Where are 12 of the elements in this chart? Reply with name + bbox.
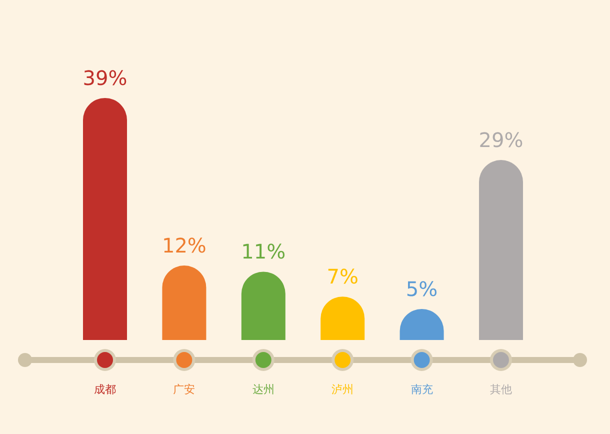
x-tick-label: 广安 xyxy=(173,383,196,396)
data-label: 39% xyxy=(82,66,128,90)
x-tick-label: 南充 xyxy=(410,383,433,396)
data-label: 5% xyxy=(406,276,438,301)
data-label: 29% xyxy=(478,128,524,152)
data-label: 7% xyxy=(326,264,358,289)
x-tick-label: 泸州 xyxy=(332,383,354,396)
x-tick-label: 其他 xyxy=(490,383,512,396)
data-label: 12% xyxy=(162,234,206,258)
x-tick-label: 达州 xyxy=(252,383,274,396)
x-tick-label: 成都 xyxy=(94,383,116,396)
data-label: 11% xyxy=(241,240,286,264)
